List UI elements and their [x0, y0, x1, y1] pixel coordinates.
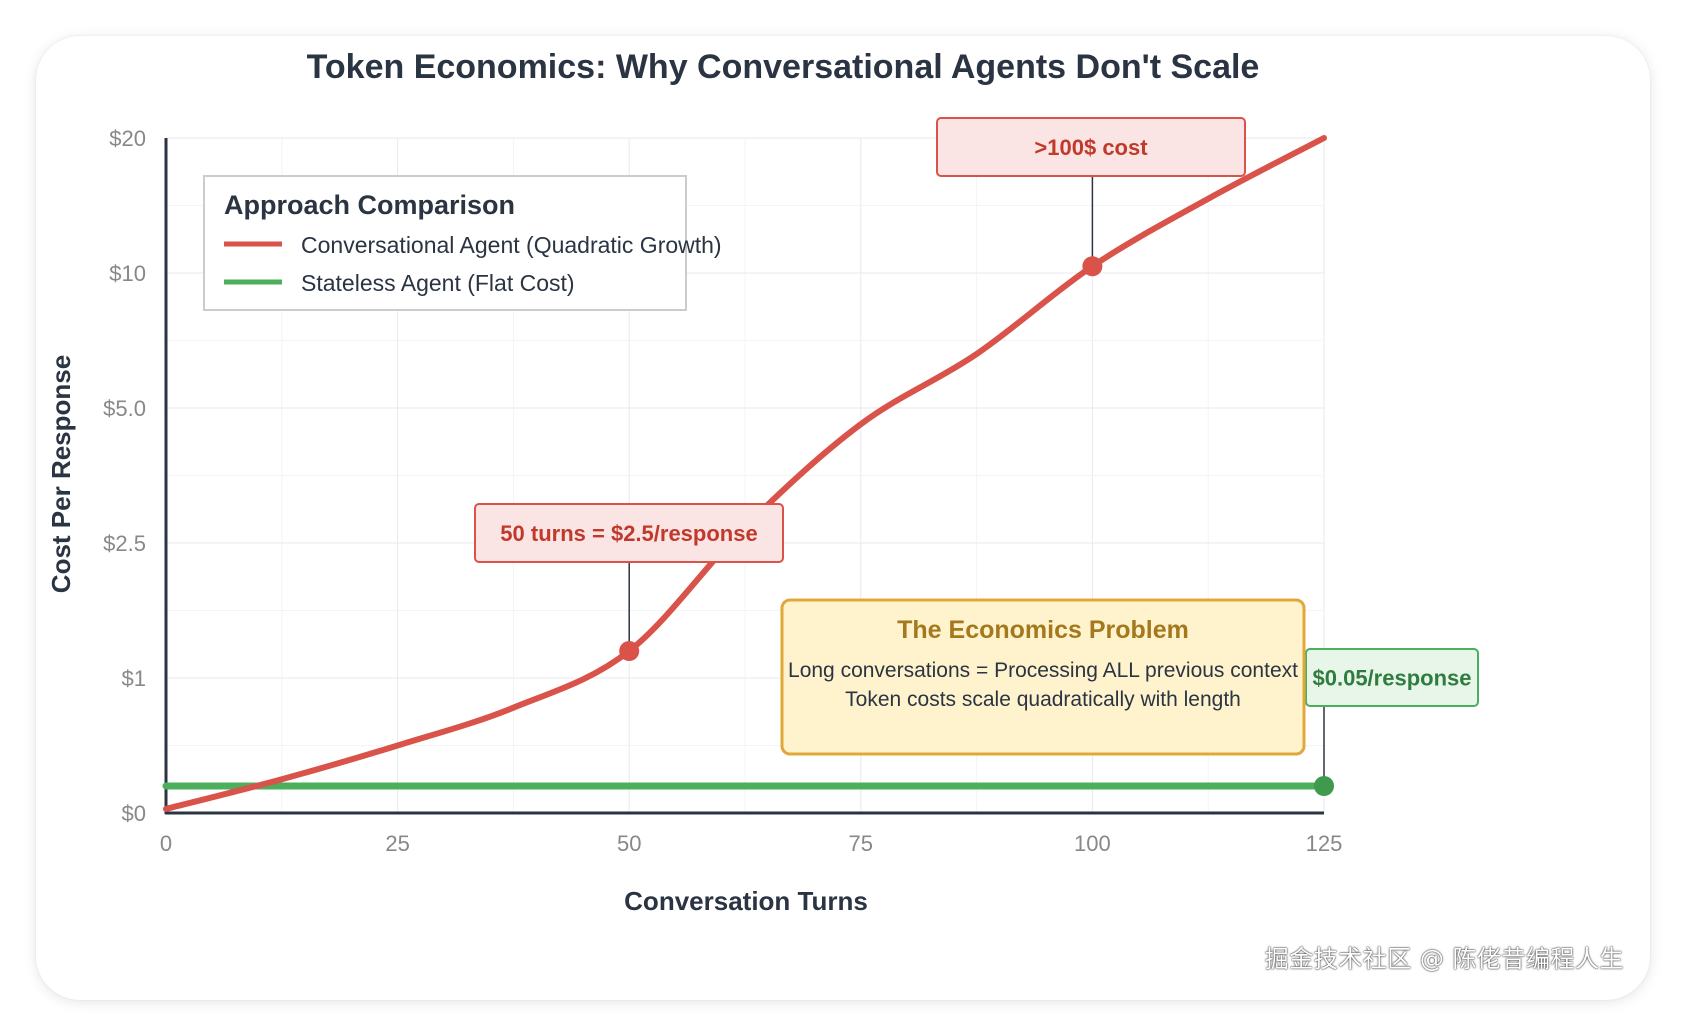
annotation-marker: [1314, 776, 1334, 796]
annotation-label: $0.05/response: [1313, 666, 1472, 691]
annotation-box: [474, 503, 784, 563]
callout-line-1: Long conversations = Processing ALL prev…: [788, 659, 1298, 682]
y-tick-label: $0: [122, 801, 146, 826]
callout-box: [780, 598, 1306, 756]
annotation-box: [1305, 648, 1479, 707]
x-tick-label: 75: [849, 831, 873, 856]
y-tick-label: $20: [109, 126, 146, 151]
economics-callout: The Economics Problem Long conversations…: [780, 598, 1306, 756]
axes: [164, 138, 1324, 815]
x-tick-label: 0: [160, 831, 172, 856]
annotations: 50 turns = $2.5/response >100$ cost $0.05/…: [474, 117, 1479, 796]
chart-card: Token Economics: Why Conversational Agen…: [36, 36, 1650, 1000]
annotation-label: >100$ cost: [1034, 135, 1148, 160]
watermark: 掘金技术社区 @ 陈佬昔编程人生: [1264, 945, 1624, 973]
tick-labels: 0 25 50 75 100 125 $0 $1 $2.5 $5.0 $10 $20: [103, 126, 1342, 856]
annotation-marker: [619, 641, 640, 661]
y-axis-label: Cost Per Response: [46, 355, 76, 593]
x-tick-label: 25: [385, 831, 409, 856]
y-tick-label: $10: [109, 261, 146, 286]
x-tick-label: 100: [1074, 831, 1111, 856]
annotation-box: [936, 117, 1246, 177]
x-tick-label: 50: [617, 831, 641, 856]
annotation-marker: [1082, 256, 1103, 277]
x-axis-label: Conversation Turns: [624, 886, 868, 916]
y-tick-label: $5.0: [103, 396, 146, 421]
y-tick-label: $1: [122, 666, 146, 691]
chart-title: Token Economics: Why Conversational Agen…: [307, 48, 1260, 86]
legend-box: [203, 175, 687, 311]
legend-label-stateless: Stateless Agent (Flat Cost): [301, 270, 575, 296]
x-tick-label: 125: [1306, 831, 1343, 856]
legend-title: Approach Comparison: [224, 190, 515, 220]
annotation-label: 50 turns = $2.5/response: [500, 521, 757, 546]
legend: Approach Comparison Conversational Agent…: [203, 175, 722, 311]
callout-title: The Economics Problem: [897, 616, 1189, 644]
y-tick-label: $2.5: [103, 531, 146, 556]
legend-label-conversational: Conversational Agent (Quadratic Growth): [301, 232, 722, 258]
callout-line-2: Token costs scale quadratically with len…: [845, 688, 1241, 711]
token-cost-chart: Token Economics: Why Conversational Agen…: [46, 48, 1479, 916]
